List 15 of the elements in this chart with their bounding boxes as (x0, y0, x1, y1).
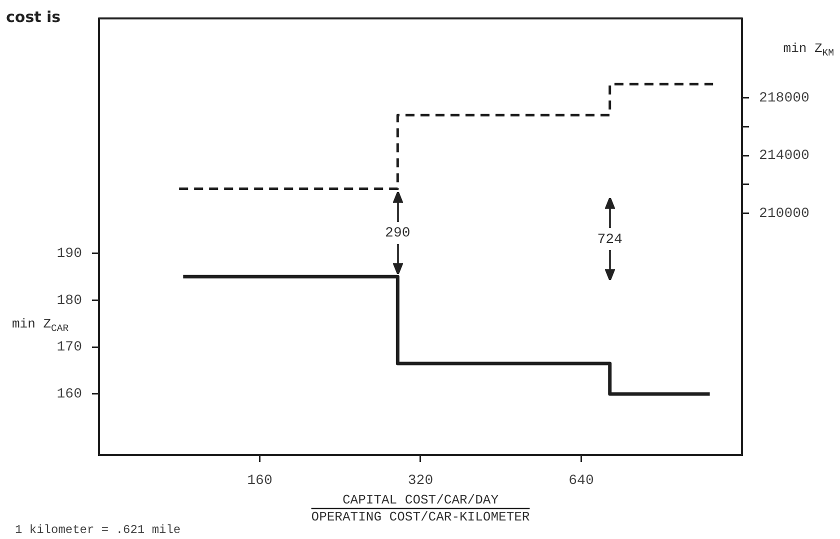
y2-tick-label: 210000 (759, 206, 810, 222)
y-tick-label: 170 (56, 340, 82, 356)
x-tick-label: 640 (568, 473, 594, 490)
text: cost is (6, 8, 61, 26)
y-tick-label: 160 (56, 386, 82, 403)
annotation: 724 (597, 232, 622, 248)
text: 1 kilometer = .621 mile (15, 523, 181, 538)
x-tick-label: 320 (408, 473, 434, 490)
y-tick-label: 190 (56, 246, 82, 262)
y-tick-label: 180 (56, 292, 82, 309)
y2-tick-label: 214000 (759, 148, 810, 164)
y2-tick-label: 218000 (759, 90, 810, 106)
x-tick-label: 160 (247, 473, 272, 490)
x-axis-title: CAPITAL COST/CAR/DAY OPERATING COST/CAR-KILOMETER (311, 492, 530, 524)
annotation: 290 (385, 225, 410, 242)
